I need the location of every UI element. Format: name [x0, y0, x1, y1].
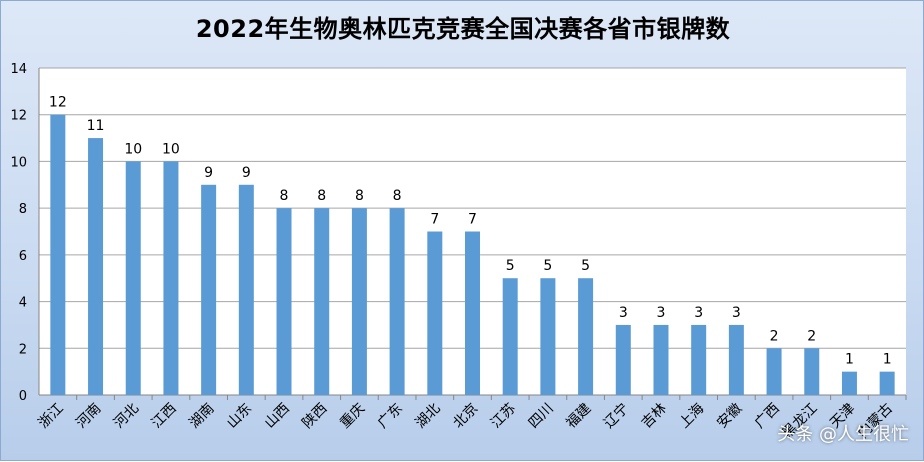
x-tick-label: 安徽	[714, 401, 745, 432]
data-label: 1	[845, 352, 854, 368]
bar	[276, 208, 292, 395]
bar	[879, 371, 895, 395]
y-tick-label: 14	[10, 62, 27, 77]
x-tick-label: 福建	[563, 401, 594, 432]
data-label: 5	[506, 258, 515, 274]
y-tick-label: 2	[19, 342, 27, 357]
x-tick-label: 湖南	[186, 401, 217, 432]
data-label: 10	[162, 141, 180, 157]
x-tick-label: 浙江	[36, 401, 67, 432]
x-tick-label: 江苏	[488, 401, 519, 432]
data-label: 11	[87, 118, 105, 134]
data-label: 3	[694, 305, 703, 321]
bar	[766, 348, 782, 395]
bar	[314, 208, 330, 395]
x-tick-label: 山西	[262, 401, 293, 432]
x-tick-label: 重庆	[337, 401, 368, 432]
x-tick-label: 湖北	[413, 401, 444, 432]
data-label: 9	[204, 165, 213, 181]
bar	[804, 348, 820, 395]
bar	[653, 324, 669, 395]
bar	[502, 278, 518, 395]
bar	[125, 161, 141, 395]
data-label: 1	[883, 352, 892, 368]
bar	[163, 161, 179, 395]
bar	[351, 208, 367, 395]
y-tick-label: 6	[19, 249, 27, 264]
x-tick-label: 北京	[450, 401, 481, 432]
bar	[841, 371, 857, 395]
y-tick-label: 0	[19, 389, 27, 404]
x-tick-label: 江西	[149, 401, 180, 432]
data-label: 8	[317, 188, 326, 204]
bar	[578, 278, 594, 395]
y-tick-label: 10	[10, 155, 27, 170]
bar	[615, 324, 631, 395]
data-label: 3	[657, 305, 666, 321]
bar	[50, 114, 66, 395]
data-label: 8	[393, 188, 402, 204]
x-tick-label: 四川	[526, 401, 557, 432]
x-tick-label: 辽宁	[600, 400, 632, 432]
x-tick-label: 上海	[676, 401, 707, 432]
data-label: 8	[280, 188, 289, 204]
data-label: 5	[581, 258, 590, 274]
bar	[88, 138, 104, 396]
data-label: 2	[770, 328, 779, 344]
data-label: 12	[49, 95, 67, 111]
bar	[201, 184, 217, 395]
bar	[238, 184, 254, 395]
data-label: 10	[124, 141, 142, 157]
x-tick-label: 吉林	[639, 401, 670, 432]
x-tick-label: 陕西	[299, 401, 330, 432]
data-label: 2	[807, 328, 816, 344]
watermark: 头条 @人生很忙	[777, 424, 909, 445]
data-label: 3	[732, 305, 741, 321]
y-tick-label: 12	[10, 109, 27, 124]
data-label: 9	[242, 165, 251, 181]
chart-title: 2022年生物奥林匹克竞赛全国决赛各省市银牌数	[195, 15, 731, 43]
bar	[427, 231, 443, 395]
data-label: 5	[543, 258, 552, 274]
data-label: 7	[430, 212, 439, 228]
x-tick-label: 山东	[224, 401, 255, 432]
bar	[691, 324, 707, 395]
data-label: 8	[355, 188, 364, 204]
data-label: 7	[468, 212, 477, 228]
bar	[465, 231, 480, 395]
data-label: 3	[619, 305, 628, 321]
bar	[728, 324, 744, 395]
x-tick-label: 河北	[111, 401, 142, 432]
bar	[389, 208, 405, 395]
y-tick-label: 4	[19, 296, 27, 311]
y-tick-label: 8	[19, 202, 27, 217]
x-tick-label: 广东	[375, 401, 406, 432]
bar	[540, 278, 556, 395]
x-tick-label: 河南	[73, 401, 104, 432]
